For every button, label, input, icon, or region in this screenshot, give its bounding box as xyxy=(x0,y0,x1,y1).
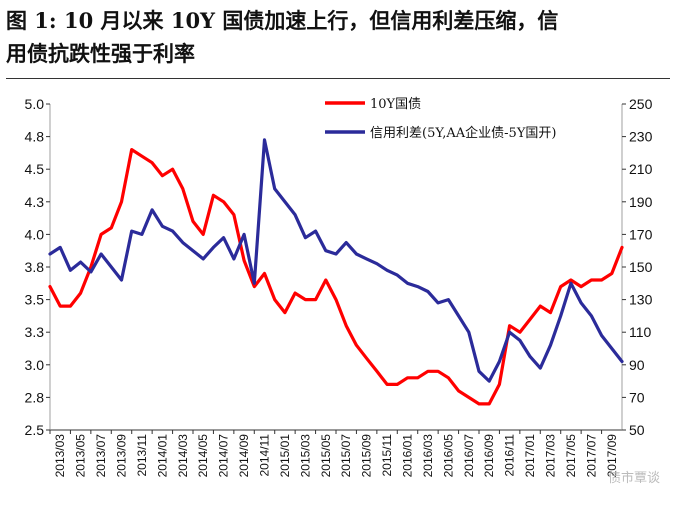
y-left-tick-label: 2.5 xyxy=(25,422,45,438)
y-right-tick-label: 110 xyxy=(629,324,652,340)
x-tick-label: 2014/01 xyxy=(155,434,169,478)
y-right-tick-label: 70 xyxy=(629,389,645,405)
watermark: 债市覃谈 xyxy=(607,471,660,486)
y-right-tick-label: 210 xyxy=(629,161,653,177)
x-tick-label: 2016/07 xyxy=(462,434,476,478)
y-right-tick-label: 190 xyxy=(629,194,653,210)
x-tick-label: 2014/07 xyxy=(217,434,231,478)
x-tick-label: 2017/01 xyxy=(523,434,537,478)
y-left-tick-label: 5.0 xyxy=(25,96,45,112)
y-right-tick-label: 130 xyxy=(629,292,653,308)
y-left-tick-label: 2.8 xyxy=(25,389,45,405)
y-left-tick-label: 4.8 xyxy=(25,129,45,145)
chart-title-line-1: 图 1: 10 月以来 10Y 国债加速上行，但信用利差压缩，信 xyxy=(6,8,559,33)
y-right-tick-label: 150 xyxy=(629,259,653,275)
x-tick-label: 2013/07 xyxy=(94,434,108,478)
x-tick-label: 2017/07 xyxy=(584,434,598,478)
x-tick-label: 2014/11 xyxy=(258,434,272,477)
x-tick-label: 2015/01 xyxy=(278,434,292,478)
y-right-tick-label: 50 xyxy=(629,422,645,438)
x-tick-label: 2017/05 xyxy=(564,434,578,478)
x-tick-label: 2016/05 xyxy=(441,434,455,478)
x-tick-label: 2017/03 xyxy=(544,434,558,478)
y-left-tick-label: 3.8 xyxy=(25,259,45,275)
x-tick-label: 2014/09 xyxy=(237,434,251,478)
chart-title: 图 1: 10 月以来 10Y 国债加速上行，但信用利差压缩，信 用债抗跌性强于… xyxy=(6,4,670,70)
x-tick-label: 2016/01 xyxy=(401,434,415,478)
series-line-1 xyxy=(48,148,624,406)
x-tick-label: 2015/03 xyxy=(298,434,312,478)
x-tick-label: 2013/05 xyxy=(74,434,88,478)
y-right-tick-label: 230 xyxy=(629,129,653,145)
y-left-tick-label: 3.0 xyxy=(25,357,45,373)
y-right-tick-label: 170 xyxy=(629,226,653,242)
y-left-tick-label: 3.3 xyxy=(25,324,45,340)
x-tick-label: 2013/03 xyxy=(53,434,67,478)
legend-label-1: 10Y国债 xyxy=(370,97,421,112)
y-left-tick-label: 4.3 xyxy=(25,194,45,210)
legend-label-2: 信用利差(5Y,AA企业债-5Y国开) xyxy=(370,125,556,141)
title-divider xyxy=(6,78,670,79)
y-left-tick-label: 3.5 xyxy=(25,292,45,308)
y-right-tick-label: 250 xyxy=(629,96,653,112)
x-tick-label: 2015/07 xyxy=(339,434,353,478)
y-left-tick-label: 4.0 xyxy=(25,226,45,242)
x-tick-label: 2016/11 xyxy=(503,434,517,477)
x-tick-label: 2013/09 xyxy=(115,434,129,478)
x-tick-label: 2014/03 xyxy=(176,434,190,478)
x-tick-label: 2016/09 xyxy=(482,434,496,478)
x-tick-label: 2015/05 xyxy=(319,434,333,478)
chart-title-line-2: 用债抗跌性强于利率 xyxy=(6,41,195,66)
series-line-2 xyxy=(48,138,624,383)
x-tick-label: 2014/05 xyxy=(196,434,210,478)
x-tick-label: 2017/09 xyxy=(605,434,619,478)
x-tick-label: 2013/11 xyxy=(135,434,149,477)
x-tick-label: 2015/09 xyxy=(360,434,374,478)
x-tick-label: 2015/11 xyxy=(380,434,394,477)
x-tick-label: 2016/03 xyxy=(421,434,435,478)
y-right-tick-label: 90 xyxy=(629,357,645,373)
y-left-tick-label: 4.5 xyxy=(25,161,45,177)
